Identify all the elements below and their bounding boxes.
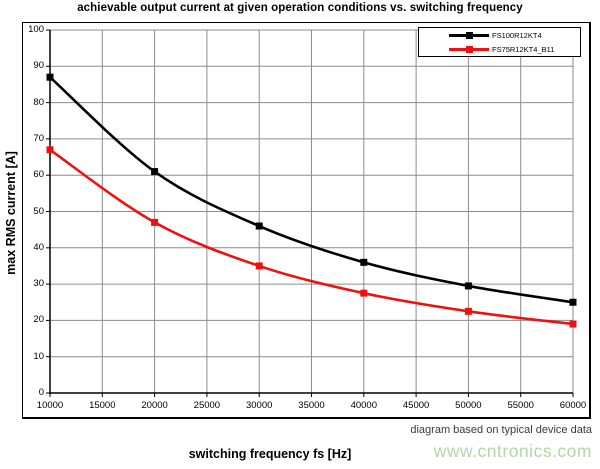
x-tick-label-45000: 45000 <box>402 400 430 411</box>
y-tick-label-100: 100 <box>28 24 44 35</box>
y-tick-label-50: 50 <box>33 205 44 217</box>
legend-marker-icon <box>466 32 473 39</box>
y-tick-label-80: 80 <box>33 96 44 108</box>
x-tick-label-35000: 35000 <box>298 400 325 411</box>
data-point-marker-FS75R12KT4_B11 <box>255 262 263 270</box>
x-tick-label-20000: 20000 <box>141 400 168 411</box>
chart-title: achievable output current at given opera… <box>77 2 523 14</box>
chart-frame: 0 10 20 30 40 50 60 70 80 90 100 10000 15000 20000 25… <box>22 22 591 419</box>
legend-line-sample <box>449 45 489 54</box>
series-line-FS75R12KT4_B11 <box>49 148 574 326</box>
data-point-marker-FS100R12KT4 <box>255 222 263 230</box>
data-point-marker-FS75R12KT4_B11 <box>46 146 54 154</box>
data-point-marker-FS75R12KT4_B11 <box>151 218 159 226</box>
y-axis-title: max RMS current [A] <box>4 151 18 275</box>
y-tick-label-10: 10 <box>33 350 44 362</box>
y-tick-label-40: 40 <box>33 241 44 253</box>
legend-entry-FS75R12KT4_B11: FS75R12KT4_B11 <box>449 43 580 55</box>
legend-marker-icon <box>466 46 473 53</box>
y-tick-label-30: 30 <box>33 278 44 290</box>
data-point-marker-FS100R12KT4 <box>464 282 472 290</box>
x-tick-label-60000: 60000 <box>559 400 587 411</box>
data-point-marker-FS75R12KT4_B11 <box>360 289 368 297</box>
watermark-text: www.cntronics.com <box>433 441 592 461</box>
legend-line-sample <box>449 31 489 40</box>
footnote-text: diagram based on typical device data <box>410 424 592 436</box>
x-tick-label-50000: 50000 <box>455 400 482 411</box>
data-point-marker-FS75R12KT4_B11 <box>464 307 472 315</box>
legend: FS100R12KT4 FS75R12KT4_B11 <box>418 27 581 57</box>
plot-area <box>46 29 577 397</box>
x-axis-title: switching frequency fs [Hz] <box>188 447 352 461</box>
data-point-marker-FS100R12KT4 <box>46 73 54 81</box>
y-tick-label-20: 20 <box>33 314 44 326</box>
y-tick-label-70: 70 <box>33 132 44 144</box>
x-tick-label-30000: 30000 <box>245 400 273 411</box>
y-tick-label-0: 0 <box>38 387 44 398</box>
legend-label: FS100R12KT4 <box>492 30 542 40</box>
x-tick-label-40000: 40000 <box>350 400 377 411</box>
legend-entry-FS100R12KT4: FS100R12KT4 <box>449 29 580 41</box>
y-tick-label-90: 90 <box>33 60 44 72</box>
x-tick-label-10000: 10000 <box>36 400 64 411</box>
series-line-FS100R12KT4 <box>49 76 574 304</box>
data-point-marker-FS100R12KT4 <box>569 298 577 306</box>
x-tick-label-25000: 25000 <box>193 400 221 411</box>
x-tick-label-55000: 55000 <box>507 400 534 411</box>
data-point-marker-FS100R12KT4 <box>360 258 368 266</box>
data-point-marker-FS75R12KT4_B11 <box>569 320 577 328</box>
x-tick-label-15000: 15000 <box>89 400 116 411</box>
legend-label: FS75R12KT4_B11 <box>492 44 555 54</box>
y-tick-label-60: 60 <box>33 169 44 181</box>
data-point-marker-FS100R12KT4 <box>151 168 159 176</box>
